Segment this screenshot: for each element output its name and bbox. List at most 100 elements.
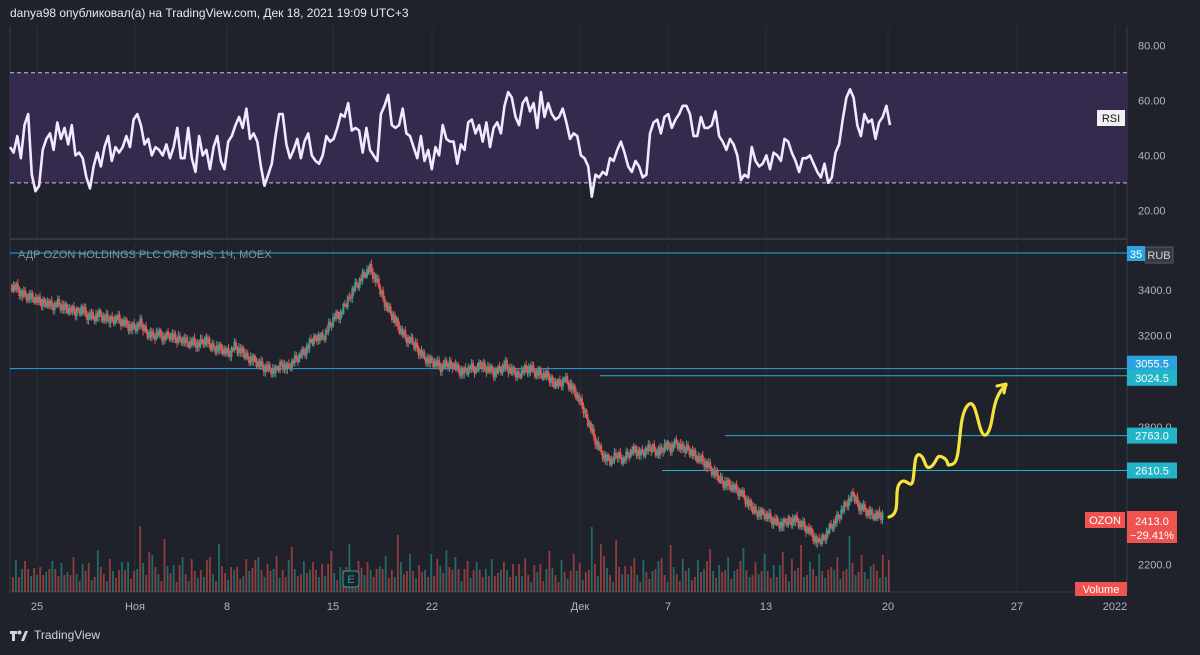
candle-body (223, 348, 226, 355)
candle-body (557, 379, 560, 387)
volume-bar (424, 570, 426, 592)
volume-bar (57, 576, 60, 592)
candle-body (491, 365, 494, 372)
candle-body (575, 392, 578, 400)
volume-bar (484, 569, 487, 592)
candle-body (39, 296, 41, 303)
candle-body (50, 300, 53, 307)
candle-body (772, 518, 775, 525)
candle-body (274, 366, 277, 374)
volume-bar (318, 577, 320, 592)
candle-body (528, 365, 530, 374)
candle-body (106, 314, 109, 319)
volume-bar (542, 581, 545, 592)
candle-body (828, 523, 831, 534)
volume-bar (718, 565, 721, 592)
candle-body (866, 509, 869, 516)
volume-bar (130, 579, 132, 592)
candle-body (526, 369, 529, 374)
candle-body (420, 350, 423, 357)
candle-body (171, 333, 174, 340)
candle-body (812, 534, 815, 542)
candle-body (201, 338, 203, 342)
candle-body (423, 352, 426, 358)
last-price-box (1127, 511, 1177, 543)
candle-body (31, 292, 34, 298)
candle-body (544, 372, 547, 378)
candle-body (672, 444, 675, 448)
volume-bar (306, 573, 308, 592)
candle-body (379, 286, 382, 295)
candle-body (363, 271, 365, 274)
candle-body (623, 457, 626, 461)
volume-bar (739, 561, 742, 592)
candle-body (855, 496, 857, 502)
candle-body (542, 372, 545, 380)
volume-bar (757, 574, 760, 592)
candle-body (634, 446, 637, 451)
candle-body (516, 371, 519, 378)
candle-body (407, 337, 410, 343)
candle-body (837, 514, 840, 517)
candle-body (240, 347, 243, 354)
candle-body (277, 368, 280, 372)
candle-body (741, 490, 744, 496)
volume-bar (33, 568, 35, 592)
volume-bar (812, 569, 814, 592)
volume-bar (257, 557, 260, 592)
volume-bar (515, 576, 517, 592)
candle-body (298, 353, 301, 362)
candle-body (651, 444, 654, 452)
candle-body (485, 367, 488, 373)
candle-body (417, 348, 420, 355)
candle-body (74, 311, 77, 317)
volume-bar (497, 573, 499, 592)
volume-bar (590, 527, 593, 592)
volume-bar (578, 563, 581, 592)
candle-body (302, 348, 305, 353)
volume-bar (363, 575, 366, 592)
candle-body (396, 318, 399, 326)
x-tick-label: 2022 (1103, 601, 1127, 613)
candle-body (637, 449, 639, 456)
volume-bar (487, 576, 490, 592)
candle-body (612, 458, 614, 462)
candle-body (629, 449, 632, 458)
candle-body (117, 314, 120, 321)
volume-bar (791, 559, 793, 592)
symbol-tag-box (1085, 512, 1125, 528)
volume-bar (772, 565, 775, 592)
volume-bar (169, 573, 172, 592)
price-tick-label: 3200.0 (1138, 331, 1172, 343)
rsi-tick-label: 60.00 (1138, 95, 1166, 107)
volume-bar (530, 582, 533, 592)
volume-bar (272, 569, 275, 592)
volume-bar (630, 566, 633, 592)
candle-body (342, 303, 345, 314)
candle-body (480, 365, 483, 369)
candle-body (517, 371, 520, 375)
candle-body (430, 356, 433, 362)
candle-body (538, 368, 541, 376)
candle-body (80, 306, 83, 315)
volume-bar (45, 572, 48, 592)
candle-body (455, 364, 458, 370)
candle-body (122, 319, 125, 326)
candle-body (477, 362, 480, 371)
volume-bar (369, 570, 372, 592)
candle-body (466, 371, 469, 375)
price-tag-label: 2610.5 (1135, 466, 1169, 478)
price-tag-label: 2763.0 (1135, 431, 1169, 443)
volume-bar (215, 581, 217, 592)
candle-body (784, 518, 787, 523)
volume-bar (866, 579, 869, 592)
candle-body (205, 337, 208, 344)
volume-bar (775, 577, 778, 592)
volume-bar (806, 575, 808, 592)
candle-body (787, 517, 790, 526)
candle-body (340, 312, 343, 314)
volume-bar (315, 570, 317, 592)
candle-body (734, 484, 737, 491)
